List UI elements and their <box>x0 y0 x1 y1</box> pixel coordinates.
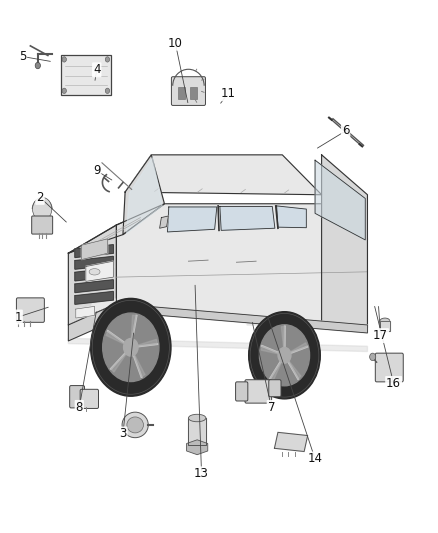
Circle shape <box>91 298 171 396</box>
Polygon shape <box>125 155 321 195</box>
Text: 13: 13 <box>194 467 209 480</box>
Text: 3: 3 <box>119 427 127 440</box>
FancyBboxPatch shape <box>61 55 111 95</box>
FancyBboxPatch shape <box>190 87 197 99</box>
FancyBboxPatch shape <box>375 353 403 382</box>
Circle shape <box>124 338 138 356</box>
Polygon shape <box>167 207 217 232</box>
Polygon shape <box>127 158 162 233</box>
Circle shape <box>249 312 320 399</box>
Polygon shape <box>68 225 117 325</box>
Text: 4: 4 <box>93 63 100 76</box>
Polygon shape <box>281 327 285 348</box>
Polygon shape <box>75 280 113 293</box>
FancyBboxPatch shape <box>269 379 281 397</box>
Text: 5: 5 <box>19 50 26 63</box>
Circle shape <box>62 57 67 62</box>
Polygon shape <box>81 239 108 260</box>
Circle shape <box>102 313 159 382</box>
Polygon shape <box>187 440 208 455</box>
FancyBboxPatch shape <box>178 87 185 99</box>
Ellipse shape <box>89 269 100 275</box>
Text: 6: 6 <box>342 124 350 138</box>
Polygon shape <box>138 340 157 346</box>
Polygon shape <box>321 155 367 328</box>
Polygon shape <box>76 306 95 318</box>
Polygon shape <box>111 353 126 372</box>
FancyBboxPatch shape <box>70 385 85 408</box>
Text: 10: 10 <box>168 37 183 50</box>
FancyBboxPatch shape <box>245 379 272 403</box>
FancyBboxPatch shape <box>236 382 248 401</box>
Polygon shape <box>68 304 117 341</box>
Text: 17: 17 <box>373 329 388 342</box>
Polygon shape <box>75 245 113 257</box>
Polygon shape <box>277 206 306 228</box>
Ellipse shape <box>127 417 144 433</box>
Polygon shape <box>380 321 390 332</box>
Circle shape <box>105 88 110 93</box>
Circle shape <box>278 348 291 363</box>
Polygon shape <box>134 355 145 377</box>
Text: 14: 14 <box>307 453 322 465</box>
FancyBboxPatch shape <box>32 216 53 234</box>
Text: 1: 1 <box>14 311 22 324</box>
Text: 11: 11 <box>220 87 235 100</box>
Polygon shape <box>86 261 113 281</box>
Text: 9: 9 <box>93 164 100 177</box>
Polygon shape <box>75 268 113 281</box>
Polygon shape <box>288 361 301 379</box>
Circle shape <box>105 57 110 62</box>
Polygon shape <box>261 346 279 354</box>
Polygon shape <box>75 256 113 269</box>
Polygon shape <box>188 418 206 445</box>
Polygon shape <box>131 315 137 338</box>
FancyBboxPatch shape <box>80 389 99 408</box>
Text: 8: 8 <box>76 401 83 414</box>
Circle shape <box>370 353 376 361</box>
Polygon shape <box>290 343 307 353</box>
Circle shape <box>32 197 52 221</box>
Polygon shape <box>123 155 164 235</box>
Circle shape <box>62 88 67 93</box>
Polygon shape <box>117 304 367 333</box>
Polygon shape <box>270 361 282 381</box>
FancyBboxPatch shape <box>171 77 205 106</box>
Polygon shape <box>75 292 113 304</box>
Polygon shape <box>68 338 367 352</box>
Ellipse shape <box>380 318 390 324</box>
Polygon shape <box>106 331 124 344</box>
Polygon shape <box>88 298 173 312</box>
Polygon shape <box>117 204 367 328</box>
Polygon shape <box>159 216 168 228</box>
Polygon shape <box>275 432 307 451</box>
Text: 2: 2 <box>36 191 44 204</box>
Circle shape <box>259 325 310 386</box>
Ellipse shape <box>188 414 206 422</box>
Polygon shape <box>315 160 365 240</box>
FancyBboxPatch shape <box>16 298 44 322</box>
Text: 16: 16 <box>386 377 401 390</box>
Polygon shape <box>247 310 322 325</box>
Circle shape <box>35 62 40 69</box>
Text: 7: 7 <box>268 401 275 414</box>
Polygon shape <box>68 204 164 253</box>
Polygon shape <box>220 206 275 230</box>
Ellipse shape <box>122 412 148 438</box>
